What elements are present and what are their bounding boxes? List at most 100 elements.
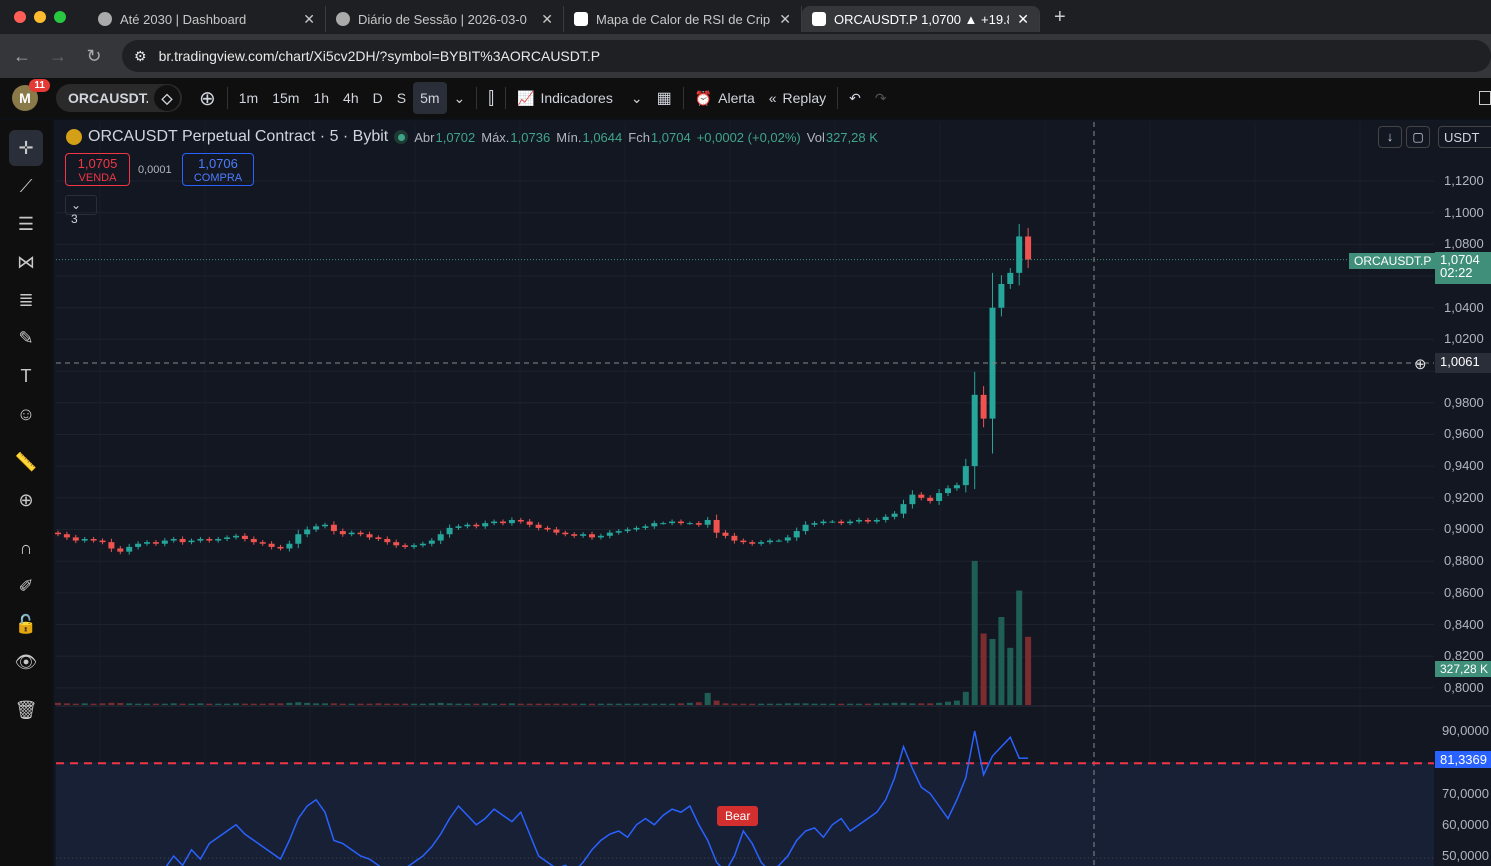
magnet-icon[interactable]: ∩ <box>19 537 33 558</box>
pattern-icon[interactable]: ⋈ <box>17 251 35 272</box>
volume-bar <box>135 703 142 705</box>
minimize-window-button[interactable] <box>34 11 46 23</box>
undo-icon[interactable]: ↶ <box>849 89 861 106</box>
candle-body <box>535 524 542 528</box>
volume-bar <box>642 703 649 705</box>
close-tab-icon[interactable]: ✕ <box>541 10 553 27</box>
fib-icon[interactable]: ☰ <box>17 213 35 234</box>
currency-select[interactable]: USDT <box>1438 126 1491 148</box>
candle-body <box>606 532 613 536</box>
volume-bar <box>909 703 916 705</box>
candle-body <box>464 524 471 527</box>
candle-body <box>847 521 854 524</box>
maximize-window-button[interactable] <box>54 11 66 23</box>
price-tick: 0,8000 <box>1444 679 1484 695</box>
brush-icon[interactable]: ✎ <box>18 327 34 348</box>
indicators-button[interactable]: 📈 Indicadores ⌄ <box>517 89 643 107</box>
volume-bar <box>508 703 515 705</box>
site-settings-icon[interactable]: ⚙ <box>134 47 147 64</box>
text-icon[interactable]: T <box>20 365 32 386</box>
symbol-search[interactable]: ORCAUSDT.P◇ <box>56 84 182 112</box>
candle-body <box>945 488 951 494</box>
legend-title[interactable]: ORCAUSDT Perpetual Contract · 5 · Bybit <box>88 128 389 145</box>
forward-icon[interactable]: → <box>49 45 67 66</box>
close-window-button[interactable] <box>14 11 26 23</box>
browser-tab-active[interactable]: ORCAUSDT.P 1,0700 ▲ +19.8 ✕ <box>802 6 1040 32</box>
volume-bar <box>971 560 978 705</box>
candles-icon[interactable]: ⫿ <box>488 87 495 108</box>
forecast-icon[interactable]: ≣ <box>18 289 34 310</box>
interval-s[interactable]: S <box>396 90 407 106</box>
candle-body <box>571 534 578 536</box>
layouts-grid-icon[interactable]: ▦ <box>656 90 672 107</box>
volume-bar <box>624 703 631 705</box>
trend-line-icon[interactable]: ⟋ <box>19 175 33 196</box>
candle-body <box>829 521 836 523</box>
notification-badge: 11 <box>29 79 50 92</box>
back-icon[interactable]: ← <box>13 45 31 66</box>
scroll-to-latest-icon[interactable]: ↓ <box>1378 126 1402 148</box>
volume-bar <box>179 703 186 705</box>
interval-4h[interactable]: 4h <box>343 90 359 106</box>
emoji-icon[interactable]: ☺ <box>16 403 36 424</box>
close-tab-icon[interactable]: ✕ <box>303 10 315 27</box>
redo-icon[interactable]: ↷ <box>874 89 887 106</box>
candle-body <box>713 519 720 533</box>
avatar[interactable]: M 11 <box>12 79 50 111</box>
lock-icon[interactable]: 🔓 <box>14 613 38 634</box>
candle-body <box>820 521 827 524</box>
window-controls <box>14 11 66 23</box>
browser-tab[interactable]: Até 2030 | Dashboard ✕ <box>88 6 326 32</box>
volume-bar <box>820 703 827 705</box>
lock-drawing-icon[interactable]: ✐ <box>18 575 34 596</box>
ruler-icon[interactable]: 📏 <box>14 451 38 472</box>
eye-icon[interactable]: 👁 <box>14 651 38 672</box>
candle-body <box>936 493 943 501</box>
candle-body <box>651 523 658 527</box>
candle-body <box>348 532 355 535</box>
browser-tab[interactable]: Diário de Sessão | 2026-03-0 ✕ <box>326 6 564 32</box>
volume-bar <box>998 617 1005 705</box>
crosshair-icon[interactable]: ✛ <box>9 130 43 166</box>
reload-icon[interactable]: ↻ <box>86 45 102 66</box>
volume-bar <box>455 703 462 705</box>
new-tab-button[interactable]: + <box>1054 5 1066 28</box>
volume-bar <box>366 703 373 705</box>
diamond-icon[interactable]: ◇ <box>154 85 180 111</box>
url-field[interactable]: ⚙ br.tradingview.com/chart/Xi5cv2DH/?symb… <box>122 40 1491 72</box>
indicators-collapse-button[interactable]: ⌄ 3 <box>65 195 97 226</box>
chevron-down-icon[interactable]: ⌄ <box>453 89 466 106</box>
candle-body <box>250 538 257 543</box>
market-status-icon[interactable] <box>394 130 409 144</box>
interval-5m[interactable]: 5m <box>413 82 447 114</box>
candle-body <box>446 527 453 535</box>
volume-bar <box>393 703 400 705</box>
browser-tab[interactable]: Mapa de Calor de RSI de Crip ✕ <box>564 6 802 32</box>
buy-button[interactable]: 1,0706 COMPRA <box>182 153 254 186</box>
volume-bar <box>731 703 738 705</box>
volume-bar <box>633 703 640 705</box>
interval-d[interactable]: D <box>372 90 383 106</box>
price-tick: 0,8600 <box>1444 584 1484 600</box>
candle-body <box>660 523 667 525</box>
interval-15m[interactable]: 15m <box>272 90 300 106</box>
volume-bar <box>411 703 417 705</box>
volume-tag: 327,28 K <box>1435 661 1491 677</box>
add-alert-plus-icon[interactable]: ⊕ <box>1414 356 1427 373</box>
candle-body <box>393 542 400 546</box>
auto-scale-icon[interactable]: ▢ <box>1406 126 1430 148</box>
sell-button[interactable]: 1,0705 VENDA <box>65 153 130 186</box>
trash-icon[interactable]: 🗑 <box>14 699 38 720</box>
close-tab-icon[interactable]: ✕ <box>1017 10 1029 27</box>
replay-button[interactable]: «Replay <box>768 90 827 106</box>
close-tab-icon[interactable]: ✕ <box>779 10 791 27</box>
interval-1h[interactable]: 1h <box>313 90 330 106</box>
volume-bar <box>464 703 471 705</box>
zoom-in-icon[interactable]: ⊕ <box>18 489 34 510</box>
compare-add-icon[interactable]: ⊕ <box>199 87 216 110</box>
interval-1m[interactable]: 1m <box>238 90 259 106</box>
candle-body <box>419 543 426 546</box>
candle-body <box>233 535 239 538</box>
alert-button[interactable]: ⏰ Alerta <box>694 89 755 107</box>
